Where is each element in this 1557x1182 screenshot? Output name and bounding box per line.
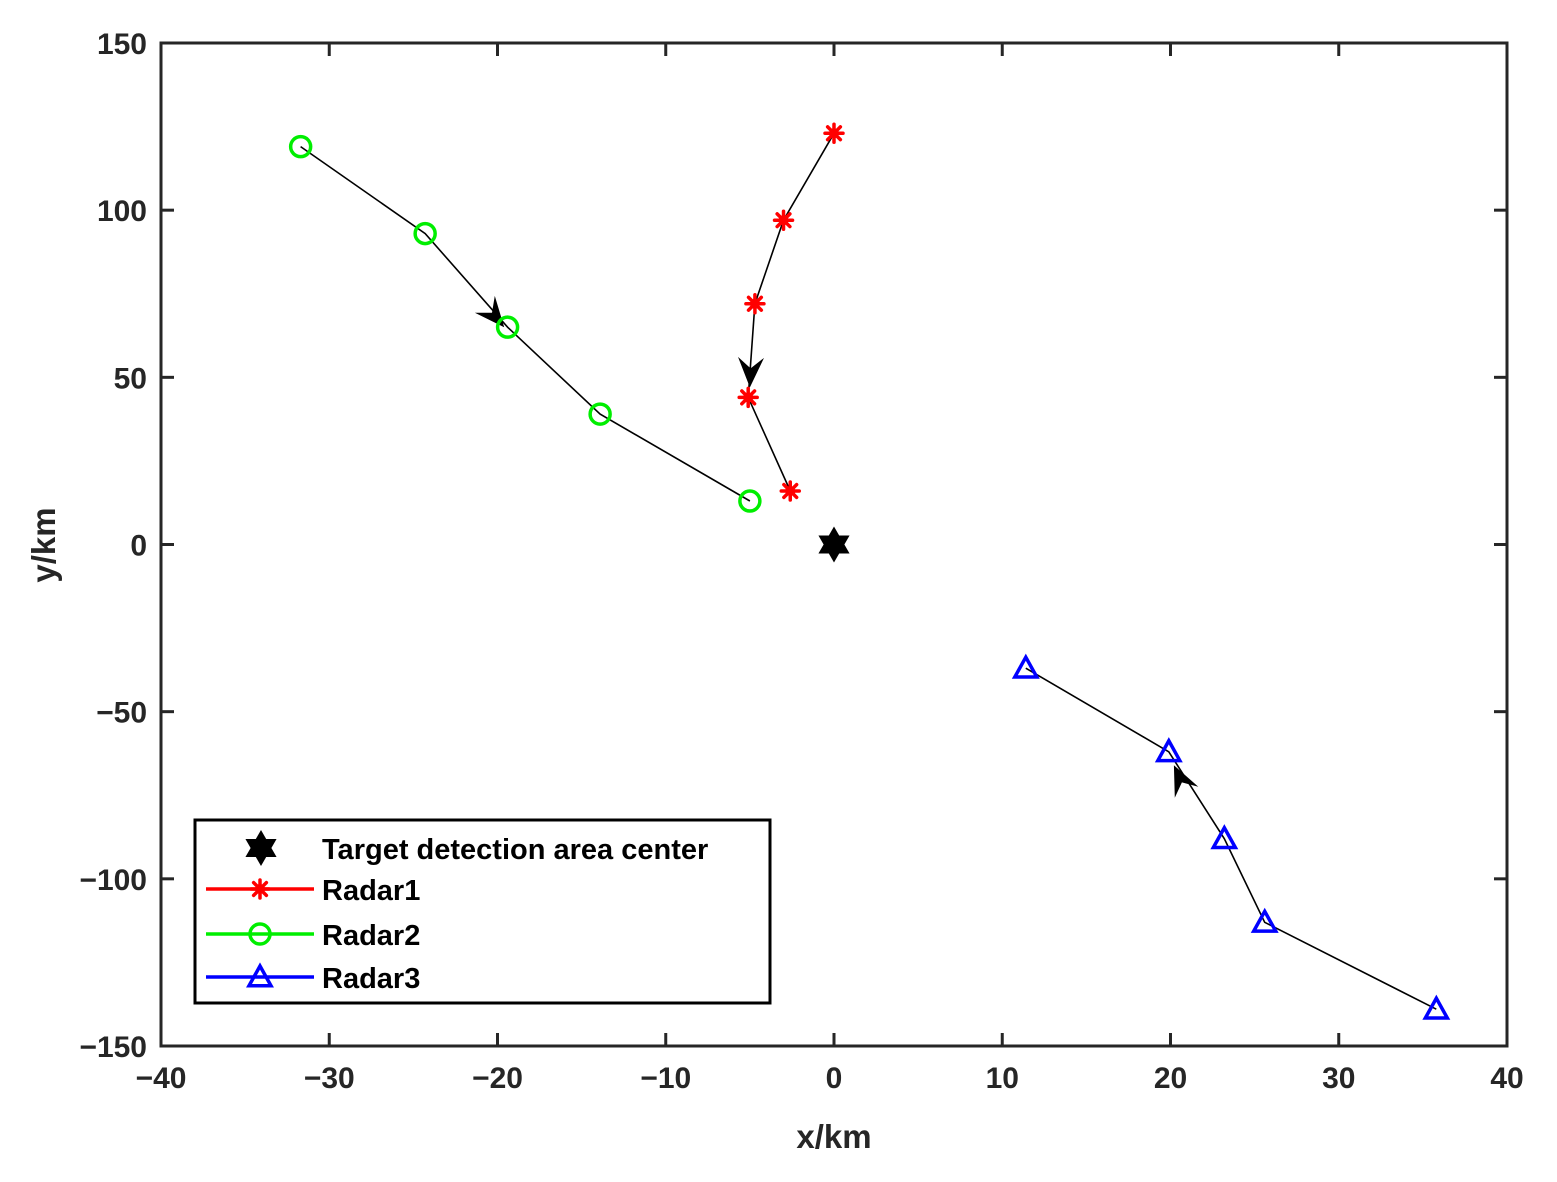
y-tick-label: 50 (114, 362, 147, 395)
legend-marker-radar1 (249, 878, 271, 900)
legend-marker-radar2 (248, 922, 272, 946)
legend: Target detection area center Radar1 Rada… (193, 818, 772, 1005)
direction-arrows (474, 295, 1199, 798)
y-tick-labels: −150 −100 −50 0 50 100 150 (79, 28, 147, 1064)
radar2-point (288, 134, 313, 159)
radar1-point (737, 386, 759, 409)
legend-box (193, 818, 772, 1005)
asterisk-core (743, 392, 754, 403)
legend-label-radar3: Radar3 (322, 963, 420, 995)
radar3-path (1025, 667, 1437, 1010)
target-center-hexagram (818, 526, 850, 563)
asterisk-core (749, 298, 760, 309)
target-center-marker (818, 526, 850, 563)
x-tick-label: −20 (472, 1062, 523, 1095)
asterisk-core (785, 486, 796, 497)
legend-label-radar2: Radar2 (322, 920, 420, 952)
x-tick-label: 20 (1154, 1062, 1187, 1095)
asterisk-core (778, 215, 789, 226)
x-tick-label: 0 (826, 1062, 843, 1095)
radar-markers (288, 122, 1451, 1020)
asterisk-core (829, 128, 839, 139)
legend-symbol-target-center (245, 829, 277, 867)
radar3-point (1422, 994, 1451, 1020)
y-tick-label: −50 (96, 697, 147, 730)
legend-marker-radar3 (246, 962, 274, 988)
y-axis-label: y/km (25, 507, 62, 582)
x-tick-label: −10 (640, 1062, 691, 1095)
radar2-point (738, 489, 762, 513)
radar2-point (413, 221, 437, 246)
x-tick-label: 30 (1322, 1062, 1355, 1095)
x-tick-label: −40 (136, 1062, 187, 1095)
x-tick-label: 10 (986, 1062, 1019, 1095)
y-tick-label: −150 (79, 1031, 147, 1064)
x-tick-labels: −40 −30 −20 −10 0 10 20 30 40 (136, 1062, 1524, 1095)
x-axis-label: x/km (796, 1118, 871, 1155)
radar1-point (823, 122, 845, 145)
radar2-point (495, 315, 520, 339)
y-tick-label: 100 (97, 195, 147, 228)
axis-ticks (159, 41, 1509, 1048)
x-tick-label: 40 (1490, 1062, 1523, 1095)
radar2-direction-arrow (474, 295, 505, 328)
asterisk-core (255, 884, 265, 894)
radar3-point (1210, 824, 1239, 850)
radar1-direction-arrow (738, 356, 764, 388)
radar1-point (744, 293, 766, 315)
radar1-point (772, 209, 795, 231)
radar3-direction-arrow (1173, 765, 1199, 798)
radar2-point (588, 402, 612, 426)
radar2-path (300, 145, 751, 502)
radar3-point (1154, 737, 1183, 763)
y-tick-label: 0 (130, 530, 147, 563)
y-tick-label: 150 (97, 28, 147, 61)
x-tick-label: −30 (304, 1062, 355, 1095)
radar1-point (779, 480, 802, 502)
legend-label-target-center: Target detection area center (322, 834, 708, 866)
radar3-point (1011, 653, 1040, 679)
legend-symbols (206, 829, 314, 988)
y-tick-label: −100 (79, 864, 147, 897)
legend-label-radar1: Radar1 (322, 875, 420, 907)
radar3-point (1250, 907, 1279, 933)
